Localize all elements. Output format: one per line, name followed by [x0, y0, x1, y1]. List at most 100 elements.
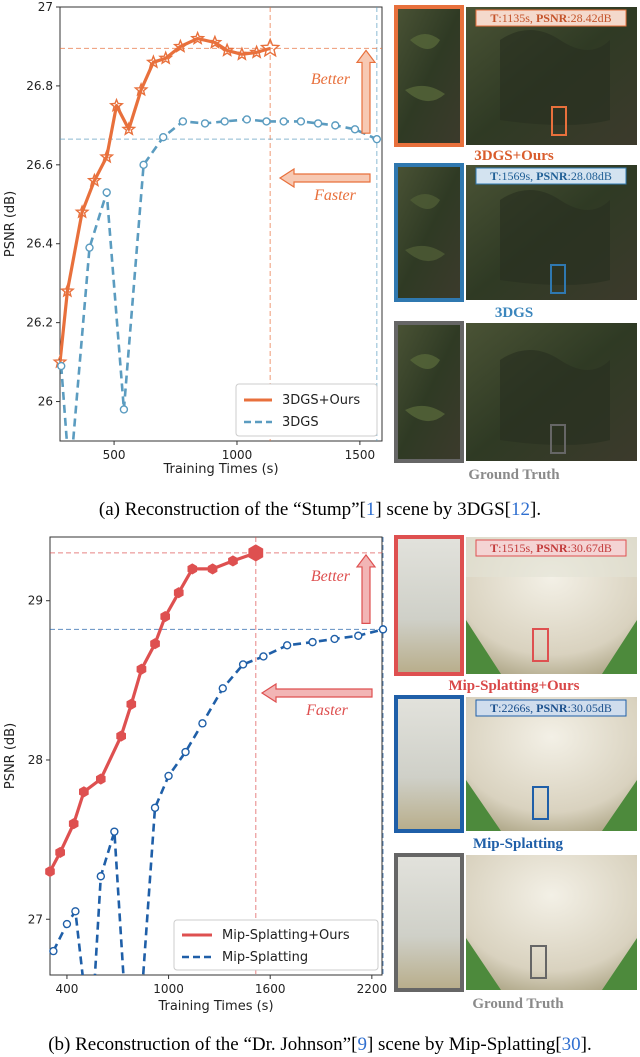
series-1-point-1 [62, 919, 72, 929]
metric-tag-ours-b [475, 539, 627, 557]
series-0-point-6 [121, 121, 137, 136]
series-0-point-7 [133, 81, 149, 97]
series-1-point-3 [102, 188, 111, 197]
annotations-b: Better Faster [260, 553, 377, 719]
row-gt-b: Ground Truth [394, 853, 637, 1012]
series-1-point-5 [110, 827, 119, 836]
series-1-point-14 [259, 652, 268, 661]
series-1-point-2 [71, 907, 80, 916]
series-0-point-13 [219, 42, 235, 57]
row-gt-a: Ground Truth [394, 321, 637, 483]
crop-ours-b [394, 535, 464, 676]
y-tick-label-0: 27 [28, 912, 43, 926]
x-tick-label-0: 400 [55, 982, 78, 996]
series-1-point-19 [378, 625, 388, 634]
series-1-point-13 [238, 660, 248, 669]
y-tick-label-1: 28 [28, 753, 43, 767]
series-markers-a [52, 30, 382, 414]
series-0-point-5 [108, 97, 125, 113]
series-1-point-17 [330, 634, 339, 644]
plot-area-b [49, 536, 383, 976]
reference-lines-b [50, 537, 384, 975]
series-1-point-13 [296, 117, 306, 126]
crop-gt-b [394, 853, 464, 992]
series-0-point-4 [99, 148, 115, 164]
legend-label-base-b: Mip-Splatting [222, 950, 308, 965]
series-1-point-4 [96, 872, 106, 881]
metric-tag-ours-a [475, 9, 627, 27]
series-0-point-13 [228, 555, 238, 567]
better-arrow [355, 553, 377, 624]
series-1-point-18 [354, 631, 363, 640]
series-0-point-6 [126, 698, 137, 710]
series-0-point-7 [136, 663, 147, 675]
metric-tag-base-b [475, 699, 627, 717]
series-0-point-10 [172, 38, 188, 53]
series-line-1 [52, 628, 382, 975]
faster-label: Faster [305, 702, 349, 719]
series-0-point-8 [150, 638, 160, 650]
row-ours-b: T:1515s, PSNR:30.67dB Mip-Splatting+Ours [394, 535, 637, 694]
metric-text-ours-a: T:1135s, PSNR:28.42dB [490, 11, 611, 25]
better-arrow [355, 49, 377, 134]
zoom-box-gt-a [550, 424, 566, 454]
method-label-base-b: Mip-Splatting [473, 836, 564, 852]
better-label: Better [311, 71, 351, 88]
x-tick-label-1: 1000 [153, 982, 184, 996]
series-1-point-17 [372, 134, 382, 144]
series-1-point-2 [85, 243, 94, 252]
better-label: Better [311, 568, 351, 585]
axis-ticks-a: 500 1000 1500 26 26.2 26.4 26.6 26.8 27 [26, 0, 375, 462]
method-label-ours-a: 3DGS+Ours [474, 148, 554, 164]
series-0-point-8 [145, 54, 161, 69]
series-0-point-3 [79, 786, 89, 798]
x-tick-label-3: 2200 [357, 982, 388, 996]
series-lines-b [50, 551, 382, 975]
chart-a: 500 1000 1500 26 26.2 26.4 26.6 26.8 27 Better Fa… [3, 0, 383, 477]
series-1-point-16 [308, 637, 317, 647]
crop-base-b [394, 695, 464, 833]
series-0-point-1 [59, 283, 75, 298]
y-tick-label-0: 26 [38, 395, 53, 409]
legend-a: 3DGS+Ours 3DGS [235, 383, 378, 437]
series-1-point-16 [350, 125, 360, 134]
series-1-point-10 [242, 115, 252, 124]
x-tick-label-0: 500 [103, 448, 126, 462]
faster-arrow [278, 167, 371, 189]
metric-text-ours-b: T:1515s, PSNR:30.67dB [490, 541, 612, 555]
x-axis-label-a: Training Times (s) [162, 462, 278, 477]
series-0-point-1 [55, 846, 65, 858]
images-b: T:1515s, PSNR:30.67dB Mip-Splatting+Ours… [394, 535, 637, 1012]
zoom-box-gt-b [530, 945, 547, 979]
series-1-point-15 [331, 121, 340, 130]
legend-b: Mip-Splatting+Ours Mip-Splatting [173, 919, 379, 971]
zoom-box-ours-b [532, 628, 549, 662]
series-0-point-11 [190, 30, 206, 45]
series-1-point-8 [150, 803, 160, 812]
x-tick-label-2: 1600 [255, 982, 286, 996]
y-axis-label-a: PSNR (dB) [3, 191, 18, 257]
row-base-a: T:1569s, PSNR:28.08dB 3DGS [394, 163, 637, 321]
series-1-point-11 [262, 117, 271, 126]
series-0-point-11 [187, 563, 198, 575]
series-0-point-16 [259, 37, 281, 58]
x-tick-label-2: 1500 [345, 448, 376, 462]
faster-label: Faster [313, 187, 357, 204]
scene-base-b [466, 697, 637, 831]
y-tick-label-4: 26.8 [26, 79, 53, 93]
y-tick-label-2: 26.4 [26, 237, 53, 251]
zoom-box-ours-a [551, 106, 567, 136]
series-0-point-12 [207, 34, 223, 49]
series-1-point-9 [220, 117, 229, 126]
series-0-point-2 [74, 204, 90, 219]
series-0-point-0 [45, 865, 55, 878]
series-1-point-0 [49, 946, 58, 956]
series-0-point-9 [160, 611, 170, 623]
crop-base-a [394, 163, 464, 302]
series-1-point-4 [119, 405, 129, 414]
caption-a: (a) Reconstruction of the “Stump”[1] sce… [99, 499, 541, 520]
crop-ours-a [394, 5, 464, 147]
series-1-point-6 [159, 132, 168, 142]
crop-gt-a [394, 321, 464, 463]
